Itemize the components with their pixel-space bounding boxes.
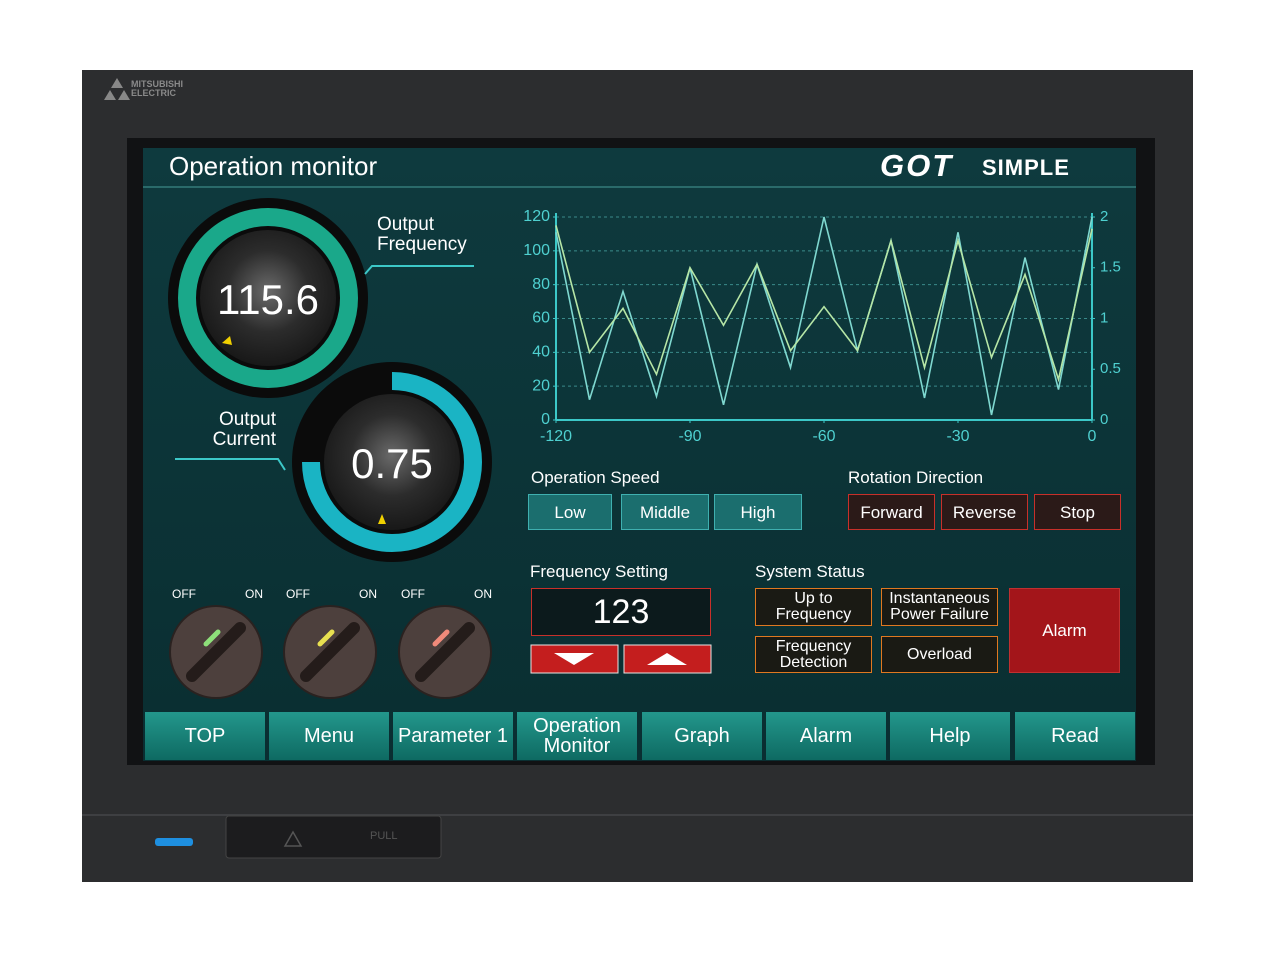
nav-button[interactable]: TOP [145, 712, 265, 760]
down-arrow [554, 653, 594, 665]
y2-tick-label: 0.5 [1100, 360, 1121, 377]
gauge-pointer [222, 336, 232, 345]
gauge-ring [178, 208, 358, 388]
switch-lever [300, 622, 360, 682]
switch-lamp [432, 629, 450, 647]
nav-button[interactable]: Help [890, 712, 1010, 760]
logo-sub: SIMPLE [982, 155, 1070, 180]
gauge-pointer [378, 514, 386, 524]
switch-lamp [317, 629, 335, 647]
direction-button[interactable]: Forward [848, 494, 935, 530]
gauge-label: Output Current [212, 409, 276, 450]
x-tick-label: -90 [678, 428, 701, 445]
gauge-label: Output Frequency [377, 214, 467, 255]
y-tick-label: 100 [523, 242, 550, 259]
speed-button[interactable]: High [714, 494, 802, 530]
speed-button[interactable]: Middle [621, 494, 709, 530]
y-tick-label: 40 [532, 344, 550, 361]
label-leader [364, 265, 474, 275]
switch-lever [186, 622, 246, 682]
y-tick-label: 60 [532, 310, 550, 327]
nav-button[interactable]: Menu [269, 712, 389, 760]
y-tick-label: 0 [541, 411, 550, 428]
status-indicator: Overload [881, 636, 998, 673]
y2-tick-label: 0 [1100, 411, 1108, 428]
speed-button[interactable]: Low [528, 494, 612, 530]
y2-tick-label: 1 [1100, 309, 1108, 326]
y2-tick-label: 2 [1100, 208, 1108, 225]
section-label: System Status [755, 562, 865, 581]
status-indicator: Up to Frequency [755, 588, 872, 626]
gauge-value: 115.6 [217, 276, 319, 323]
switch-off-label: OFF [401, 587, 425, 601]
switch-lamp [203, 629, 221, 647]
nav-button[interactable]: Operation Monitor [517, 712, 637, 760]
section-label: Rotation Direction [848, 468, 984, 487]
section-label: Operation Speed [531, 468, 660, 487]
y-tick-label: 80 [532, 276, 550, 293]
gauge-value: 0.75 [351, 440, 433, 487]
switch-on-label: ON [474, 587, 492, 601]
switch-on-label: ON [245, 587, 263, 601]
brand-mark [104, 78, 130, 100]
switch-off-label: OFF [286, 587, 310, 601]
port-warning-icon [283, 830, 303, 847]
y-tick-label: 20 [532, 377, 550, 394]
power-led [155, 838, 193, 846]
nav-button[interactable]: Parameter 1 [393, 712, 513, 760]
switch-lever [415, 622, 475, 682]
series-line [555, 225, 1093, 383]
nav-button[interactable]: Alarm [766, 712, 886, 760]
status-indicator: Frequency Detection [755, 636, 872, 673]
x-tick-label: -120 [540, 428, 572, 445]
label-leader [175, 458, 286, 471]
x-tick-label: -30 [946, 428, 969, 445]
nav-button[interactable]: Read [1015, 712, 1135, 760]
usb-port-cover [225, 815, 442, 859]
frequency-value[interactable]: 123 [531, 588, 711, 636]
screen-title: Operation monitor [169, 151, 378, 181]
gauge-face [200, 230, 336, 366]
switch-on-label: ON [359, 587, 377, 601]
y-tick-label: 120 [523, 208, 550, 225]
series-line [555, 216, 1093, 416]
y2-tick-label: 1.5 [1100, 259, 1121, 276]
up-arrow [647, 653, 687, 665]
gauge-face [324, 394, 460, 530]
status-indicator: Instantaneous Power Failure [881, 588, 998, 626]
switch-off-label: OFF [172, 587, 196, 601]
alarm-indicator: Alarm [1009, 588, 1120, 673]
nav-button[interactable]: Graph [642, 712, 762, 760]
x-tick-label: -60 [812, 428, 835, 445]
gauge-ring [302, 372, 482, 552]
direction-button[interactable]: Stop [1034, 494, 1121, 530]
direction-button[interactable]: Reverse [941, 494, 1028, 530]
port-label: PULL [370, 830, 398, 842]
section-label: Frequency Setting [530, 562, 668, 581]
brand-name: MITSUBISHI ELECTRIC [131, 79, 184, 98]
logo-main: GOT [880, 148, 954, 183]
x-tick-label: 0 [1088, 428, 1097, 445]
